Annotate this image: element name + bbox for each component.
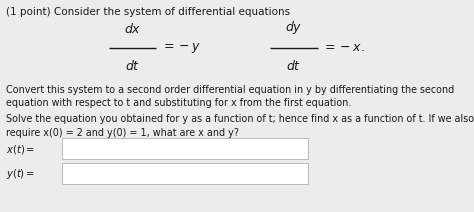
Text: $= -x.$: $= -x.$ (322, 41, 365, 54)
Text: $= -y$: $= -y$ (161, 41, 201, 55)
Text: $x(t) =$: $x(t) =$ (6, 142, 35, 156)
FancyBboxPatch shape (62, 163, 308, 184)
Text: (1 point) Consider the system of differential equations: (1 point) Consider the system of differe… (6, 7, 290, 17)
Text: require x(0) = 2 and y(0) = 1, what are x and y?: require x(0) = 2 and y(0) = 1, what are … (6, 128, 239, 138)
Text: $y(t) =$: $y(t) =$ (6, 167, 35, 181)
Text: equation with respect to t and substituting for x from the first equation.: equation with respect to t and substitut… (6, 98, 351, 108)
FancyBboxPatch shape (62, 138, 308, 159)
Text: $dt$: $dt$ (286, 59, 301, 73)
Text: Convert this system to a second order differential equation in y by differentiat: Convert this system to a second order di… (6, 85, 454, 95)
Text: $dt$: $dt$ (125, 59, 140, 73)
Text: $dx$: $dx$ (124, 22, 141, 36)
Text: Solve the equation you obtained for y as a function of t; hence find x as a func: Solve the equation you obtained for y as… (6, 114, 474, 124)
Text: $dy$: $dy$ (285, 19, 302, 36)
